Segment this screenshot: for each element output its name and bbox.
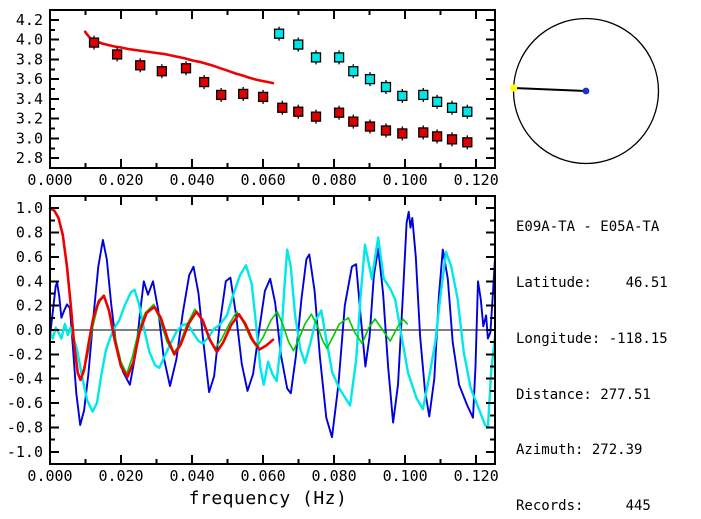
red-squares-marker	[216, 89, 227, 101]
dispersion-panel: 0.000 0.020 0.040 0.060 0.080 0.100 0.120 2.8 3.…	[16, 9, 499, 189]
cyan-squares-marker	[380, 81, 392, 93]
tick-label: 0.020	[98, 171, 143, 189]
tick-label: 0.0	[16, 321, 43, 339]
cyan-squares-marker	[348, 66, 359, 77]
tick-label: 0.8	[16, 224, 43, 242]
tick-label: 0.020	[98, 467, 143, 485]
cyan-squares-marker	[462, 106, 473, 117]
tick-label: -0.6	[7, 394, 43, 412]
azimuth-plot	[509, 17, 660, 165]
tick-label: 0.000	[27, 171, 72, 189]
station-center-dot	[582, 87, 590, 95]
red-squares-marker	[397, 128, 408, 139]
cyan-squares-marker	[446, 102, 458, 113]
station-latitude-line: Latitude: 46.51	[516, 274, 668, 291]
tick-label: 3.4	[16, 90, 43, 108]
red-squares-marker	[333, 107, 345, 118]
tick-label: 3.8	[16, 50, 43, 68]
tick-label: -0.4	[7, 370, 43, 388]
red-squares-marker	[293, 106, 304, 117]
red-squares-marker	[462, 137, 473, 148]
tick-label: 0.060	[241, 171, 286, 189]
red-squares-marker	[418, 127, 429, 138]
tick-label: 0.040	[169, 171, 214, 189]
azimuth-line	[513, 86, 587, 92]
station-distance-line: Distance: 277.51	[516, 386, 651, 403]
tick-label: 0.060	[241, 467, 286, 485]
red-squares-marker	[348, 116, 359, 127]
red-squares-marker	[180, 63, 192, 74]
station-longitude-line: Longitude: -118.15	[516, 330, 668, 347]
tick-label: 0.6	[16, 248, 43, 266]
tick-label: -0.8	[7, 418, 43, 436]
red-squares-marker	[431, 131, 443, 142]
tick-label: 0.4	[16, 272, 43, 290]
tick-label: -1.0	[7, 443, 43, 461]
plot-frame	[49, 9, 496, 169]
tick-label: 0.080	[312, 467, 357, 485]
x-axis-title: frequency (Hz)	[188, 488, 348, 509]
tick-label: 1.0	[16, 199, 43, 217]
red-waveform	[48, 206, 275, 382]
tick-label: 0.080	[312, 171, 357, 189]
tick-label: 2.8	[16, 149, 43, 167]
waveform-panel: 0.000 0.020 0.040 0.060 0.080 0.100 0.120 -1.0 -…	[7, 195, 499, 485]
cyan-squares-marker	[418, 89, 429, 101]
red-squares-marker	[111, 49, 123, 60]
tick-label: 0.120	[454, 171, 499, 189]
red-squares-marker	[198, 76, 210, 88]
red-squares-marker	[238, 88, 249, 100]
red-squares-marker	[135, 60, 146, 71]
red-squares-marker	[88, 37, 100, 48]
azimuth-end-dot	[509, 84, 518, 92]
tick-label: 4.2	[16, 11, 43, 29]
red-squares-marker	[310, 111, 322, 122]
tick-label: 0.120	[454, 467, 499, 485]
tick-label: -0.2	[7, 345, 43, 363]
red-squares-marker	[446, 134, 458, 145]
red-squares-marker	[257, 91, 269, 103]
tick-label: 0.100	[383, 467, 428, 485]
station-pair-title: E09A-TA - E05A-TA	[516, 219, 660, 236]
cyan-squares-marker	[333, 52, 345, 63]
cyan-squares-marker	[273, 28, 285, 39]
station-azimuth-line: Azimuth: 272.39	[516, 442, 643, 459]
tick-label: 3.0	[16, 129, 43, 147]
tick-label: 3.6	[16, 70, 43, 88]
station-records-line: Records: 445	[516, 498, 651, 515]
station-info: E09A-TA - E05A-TA Latitude: 46.51 Longit…	[516, 181, 668, 519]
tick-label: 0.000	[27, 467, 72, 485]
tick-label: 0.040	[169, 467, 214, 485]
tick-label: 0.2	[16, 297, 43, 315]
tick-label: 0.100	[383, 171, 428, 189]
red-squares-marker	[277, 102, 288, 113]
cyan-waveform	[48, 236, 497, 429]
cyan-squares-marker	[293, 39, 304, 50]
red-squares-marker	[364, 121, 376, 132]
tick-label: 3.2	[16, 110, 43, 128]
red-curve	[83, 30, 275, 85]
red-squares-marker	[380, 125, 392, 136]
cyan-squares-marker	[431, 96, 443, 107]
cyan-squares-marker	[364, 73, 376, 85]
tick-label: 4.0	[16, 31, 43, 49]
red-squares-marker	[156, 66, 168, 77]
cyan-squares-marker	[310, 52, 322, 63]
cyan-squares-marker	[397, 90, 408, 102]
